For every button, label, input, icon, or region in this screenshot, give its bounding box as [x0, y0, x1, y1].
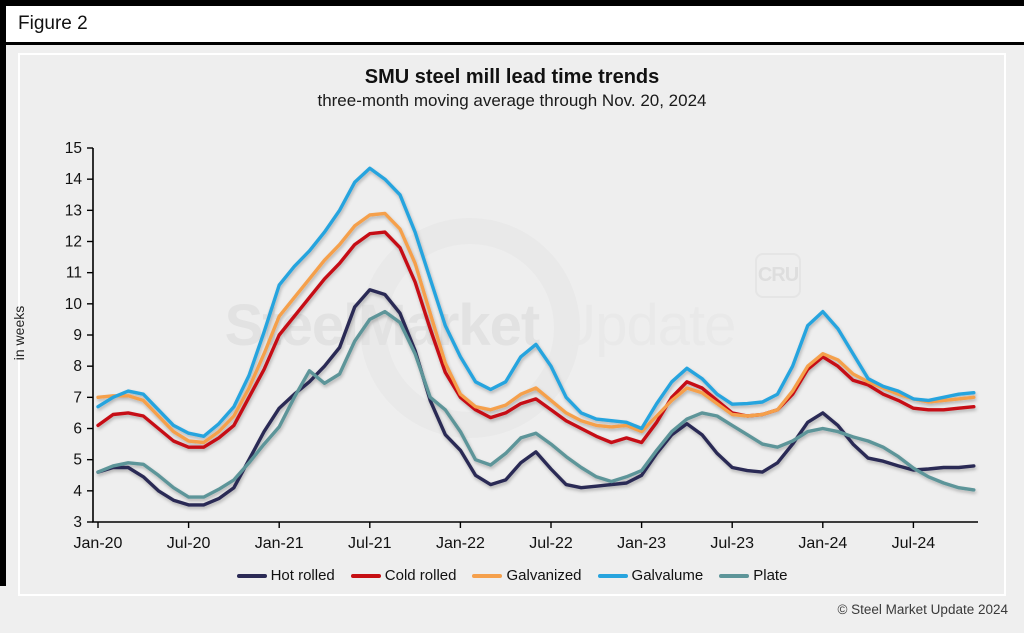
- copyright-text: © Steel Market Update 2024: [837, 602, 1008, 617]
- legend-item-plate: Plate: [719, 567, 787, 584]
- x-tick-label: Jan-21: [255, 535, 304, 552]
- chart-panel: [18, 53, 1006, 596]
- legend-label: Galvanized: [506, 567, 582, 584]
- x-tick-label: Jan-22: [436, 535, 485, 552]
- axes: [92, 148, 978, 523]
- y-tick-label: 15: [65, 140, 82, 157]
- y-tick-label: 12: [65, 234, 82, 251]
- x-tick-label: Jul-21: [348, 535, 392, 552]
- y-tick-label: 10: [65, 296, 83, 313]
- figure-header: Figure 2: [6, 6, 1024, 45]
- legend: Hot rolled Cold rolled Galvanized Galvalume…: [18, 567, 1006, 584]
- y-tick-label: 7: [73, 389, 82, 406]
- y-tick-label: 5: [73, 452, 82, 469]
- x-tick-label: Jul-20: [167, 535, 211, 552]
- legend-swatch-galvalume: [597, 573, 628, 578]
- legend-item-galvanized: Galvanized: [472, 567, 582, 584]
- y-tick-label: 3: [73, 514, 82, 531]
- series-line-galvalume: [96, 166, 976, 438]
- y-tick-label: 11: [66, 265, 82, 282]
- y-tick-label: 9: [73, 327, 82, 344]
- y-tick-label: 4: [73, 483, 82, 500]
- x-tick-label: Jan-24: [798, 535, 847, 552]
- legend-swatch-hot-rolled: [236, 573, 267, 578]
- legend-label: Hot rolled: [270, 567, 335, 584]
- legend-item-hot-rolled: Hot rolled: [236, 567, 335, 584]
- x-tick-label: Jul-22: [529, 535, 573, 552]
- series-line-galvanized: [96, 211, 976, 445]
- legend-label: Cold rolled: [384, 567, 457, 584]
- figure-label: Figure 2: [18, 13, 88, 34]
- series-lines: [96, 166, 976, 507]
- top-frame-bar: [0, 0, 1024, 6]
- legend-swatch-plate: [719, 573, 750, 578]
- y-tick-label: 14: [65, 171, 83, 188]
- series-line-cold-rolled: [96, 230, 976, 449]
- legend-label: Plate: [753, 567, 788, 584]
- x-tick-label: Jul-24: [892, 535, 936, 552]
- legend-label: Galvalume: [631, 567, 704, 584]
- y-tick-label: 6: [73, 421, 82, 438]
- x-tick-label: Jan-20: [74, 535, 123, 552]
- y-tick-label: 8: [73, 358, 82, 375]
- legend-item-cold-rolled: Cold rolled: [350, 567, 457, 584]
- series-line-plate: [96, 309, 976, 499]
- legend-swatch-cold-rolled: [350, 573, 381, 578]
- chart-subtitle: three-month moving average through Nov. …: [317, 91, 707, 110]
- legend-swatch-galvanized: [472, 573, 503, 578]
- legend-item-galvalume: Galvalume: [597, 567, 704, 584]
- left-frame-bar: [0, 0, 6, 586]
- x-tick-label: Jul-23: [710, 535, 754, 552]
- x-tick-label: Jan-23: [617, 535, 666, 552]
- chart-title: SMU steel mill lead time trends: [364, 66, 660, 88]
- y-tick-label: 13: [65, 202, 82, 219]
